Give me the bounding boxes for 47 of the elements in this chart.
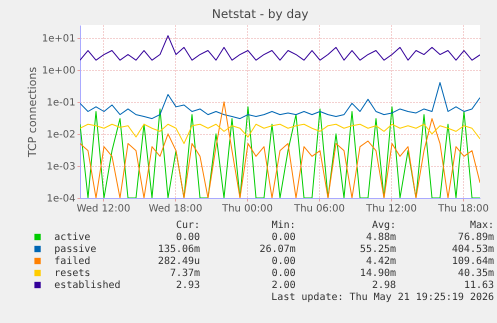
text: 404.53m (452, 244, 494, 255)
y-tick-label: 1e-03 (46, 161, 76, 172)
legend-label: failed (54, 256, 90, 267)
legend-label: active (54, 232, 90, 243)
text: 7.37m (170, 268, 200, 279)
x-tick-label: Thu 06:00 (293, 204, 345, 214)
text: 26.07m (260, 244, 296, 255)
text: 135.06m (158, 244, 200, 255)
text: Avg: (372, 220, 396, 231)
text: 0.00 (176, 232, 200, 243)
legend-label: established (54, 280, 121, 291)
y-tick-label: 1e+00 (42, 65, 76, 76)
legend-label: passive (54, 244, 96, 255)
x-tick-label: Thu 12:00 (365, 204, 417, 214)
text: 11.63 (464, 280, 494, 291)
text: 2.00 (272, 280, 296, 291)
text: 14.90m (360, 268, 396, 279)
legend-label: resets (54, 268, 90, 279)
x-tick-label: Wed 18:00 (148, 204, 202, 214)
x-tick-label: Thu 18:00 (437, 204, 489, 214)
y-axis-title: TCP connections (26, 66, 39, 158)
text: 4.42m (366, 256, 396, 267)
y-tick-label: 1e+01 (42, 33, 76, 44)
text: 109.64m (452, 256, 494, 267)
text: Cur: (176, 220, 200, 231)
text: Last update: Thu May 21 19:25:19 2026 (271, 292, 494, 303)
text: 282.49u (158, 256, 200, 267)
line-series (80, 124, 480, 144)
y-tick-label: 1e-02 (46, 129, 76, 140)
text: 4.88m (366, 232, 396, 243)
text: 2.98 (372, 280, 396, 291)
text: 0.00 (272, 256, 296, 267)
text: 0.00 (272, 268, 296, 279)
line-series (80, 82, 480, 120)
text: 40.35m (458, 268, 494, 279)
x-tick-label: Thu 00:00 (221, 204, 273, 214)
x-tick-label: Wed 12:00 (76, 204, 130, 214)
text: Min: (272, 220, 296, 231)
y-tick-label: 1e-04 (46, 194, 76, 204)
chart-title: Netstat - by day (212, 7, 309, 21)
text: 0.00 (272, 232, 296, 243)
text: Max: (470, 220, 494, 231)
text: 55.25m (360, 244, 396, 255)
text: 2.93 (176, 280, 200, 291)
line-series (80, 35, 480, 61)
text: 76.89m (458, 232, 494, 243)
y-tick-label: 1e-01 (46, 97, 76, 108)
